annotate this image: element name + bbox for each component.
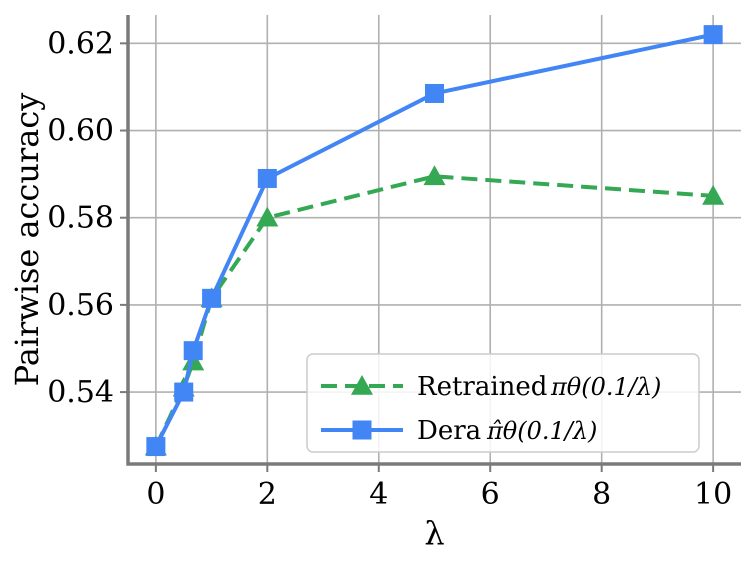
series-layer [144,25,725,457]
tick-labels: 0 2 4 6 8 10 0.54 0.56 0.58 0.60 0.62 [47,26,732,512]
legend-marker-dera [352,420,372,440]
legend-marker-retrained [351,375,373,395]
legend-math-dera: π̂θ(0.1/λ) [486,417,597,445]
legend-box [306,353,700,453]
data-point-dera [425,83,444,103]
data-point-dera [174,382,194,402]
series-dera [146,25,723,457]
data-point-dera [146,437,166,457]
y-tick-label: 0.60 [47,114,114,149]
axes [120,15,741,472]
data-point-retrained [702,184,725,205]
x-tick-label: 0 [146,477,165,512]
data-point-dera [202,288,222,308]
x-axis-label: λ [424,514,444,552]
legend-label-dera: Dera [417,416,481,446]
data-point-retrained [182,350,205,371]
data-point-retrained [423,165,446,186]
legend: Retrained πθ(0.1/λ) Dera π̂θ(0.1/λ) [306,353,700,453]
grid [128,15,741,464]
x-tick-label: 4 [369,477,388,512]
y-tick-label: 0.54 [47,375,114,410]
y-tick-label: 0.62 [47,26,114,61]
data-point-dera [257,168,277,188]
y-axis-label: Pairwise accuracy [8,93,46,387]
legend-label-retrained: Retrained [417,372,547,402]
x-tick-label: 6 [481,477,500,512]
legend-math-retrained: πθ(0.1/λ) [550,373,661,401]
y-tick-label: 0.58 [47,201,114,236]
y-tick-label: 0.56 [47,288,114,323]
x-tick-label: 8 [592,477,611,512]
x-tick-label: 10 [694,477,732,512]
data-point-dera [183,341,203,361]
data-point-retrained [256,206,279,227]
data-point-dera [703,25,723,45]
x-tick-label: 2 [258,477,277,512]
